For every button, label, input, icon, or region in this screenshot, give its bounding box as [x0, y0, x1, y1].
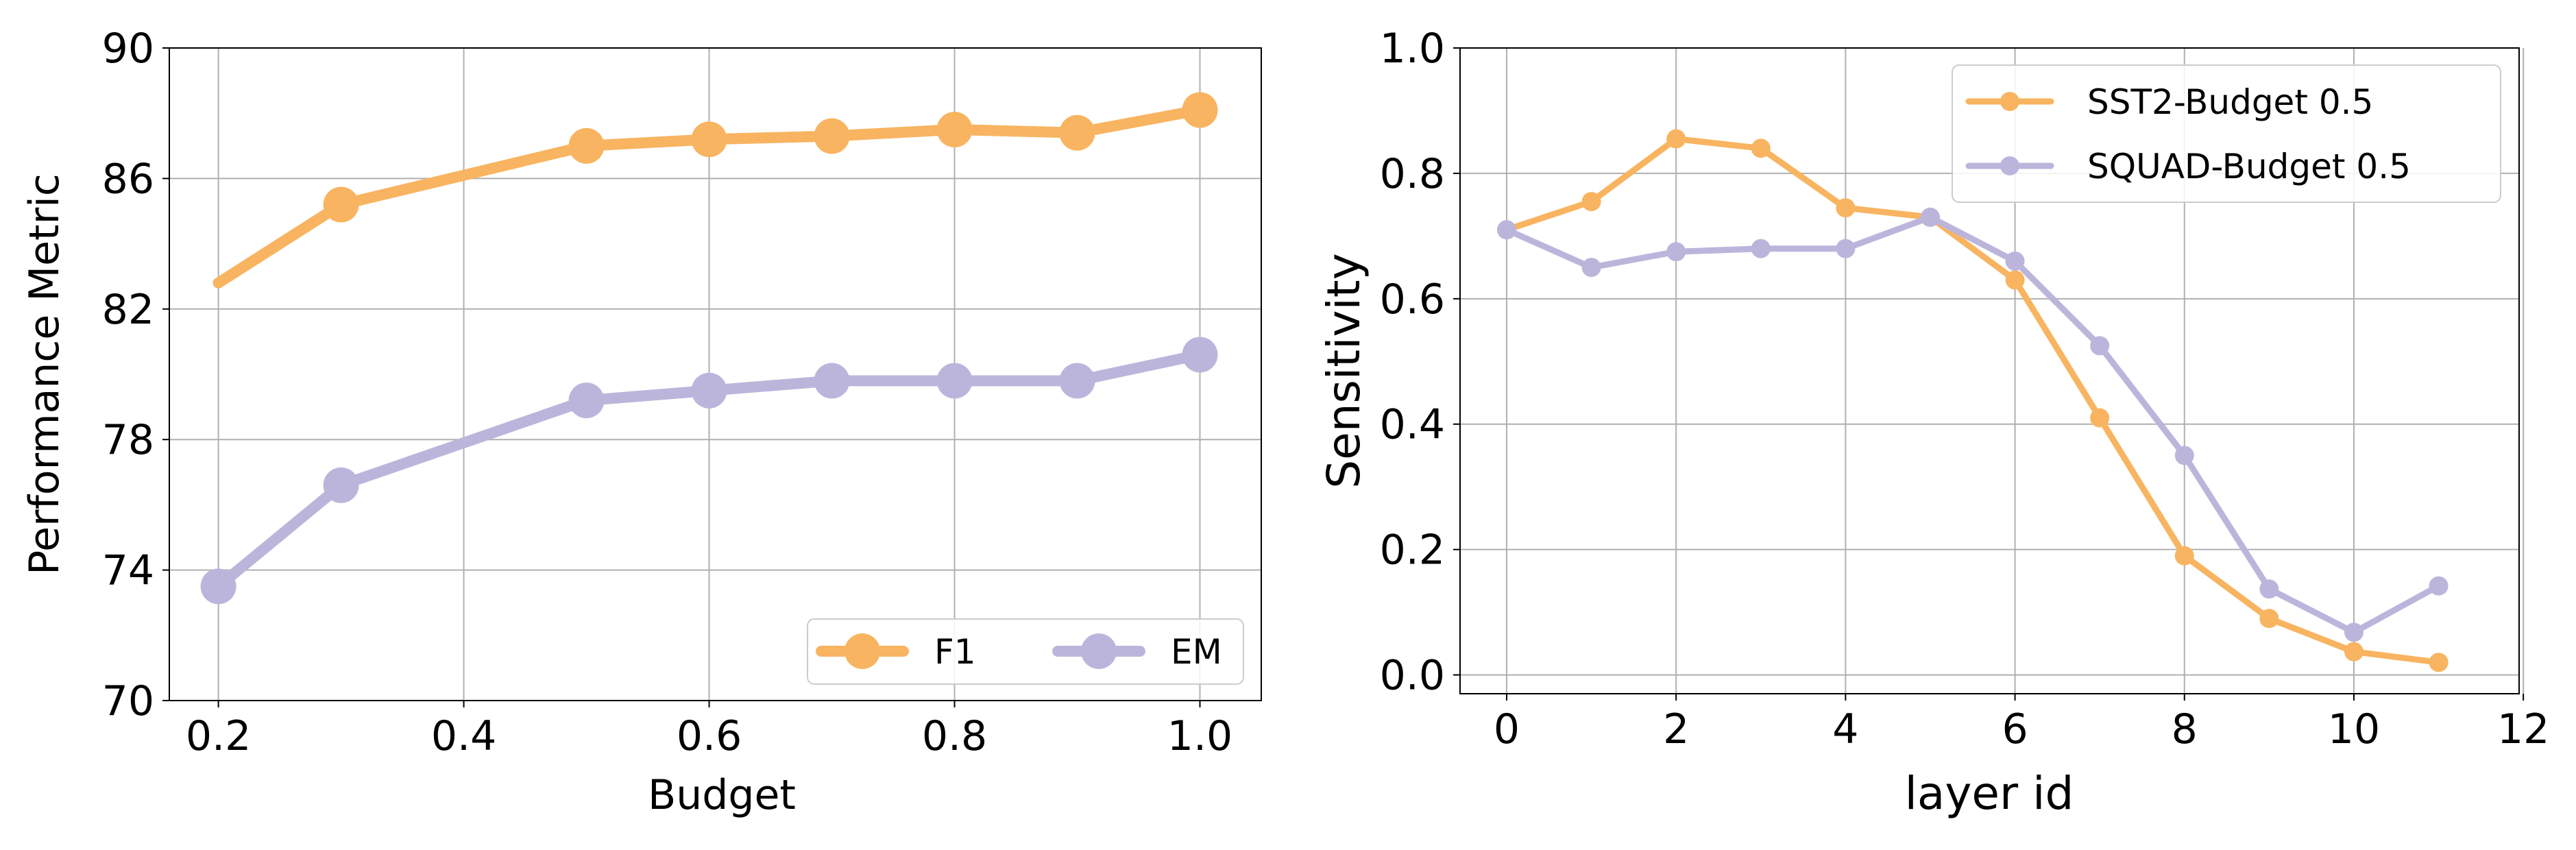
right-y-tick-label: 0.2 — [1380, 526, 1445, 574]
right-point-sst2-budget-0-5 — [1836, 198, 1856, 218]
left-chart: 0.2 0.4 0.6 0.8 1.0 70 74 78 82 86 90 Budget Perf… — [21, 25, 1262, 819]
left-legend-box — [807, 618, 1244, 685]
left-series-line-f1 — [212, 104, 1206, 289]
right-point-squad-budget-0-5 — [2090, 336, 2110, 356]
left-x-tick-label: 1.0 — [1167, 712, 1232, 760]
left-series — [200, 92, 1218, 605]
right-point-squad-budget-0-5 — [2174, 446, 2194, 465]
right-point-squad-budget-0-5 — [2259, 579, 2279, 599]
right-legend: SST2-Budget 0.5 SQUAD-Budget 0.5 — [1952, 64, 2501, 203]
left-point-f1 — [1059, 114, 1095, 151]
right-x-axis-label: layer id — [1905, 767, 2074, 820]
left-legend-f1-label: F1 — [934, 632, 976, 672]
right-point-squad-budget-0-5 — [1751, 239, 1771, 258]
right-legend-squad-swatch-marker — [2000, 156, 2019, 175]
left-x-ticks: 0.2 0.4 0.6 0.8 1.0 — [186, 701, 1232, 760]
right-y-tick-label: 0.4 — [1380, 401, 1445, 449]
left-point-em — [936, 363, 973, 399]
right-legend-squad-label: SQUAD-Budget 0.5 — [2087, 147, 2411, 186]
right-x-tick-label: 2 — [1663, 705, 1689, 753]
right-x-tick-label: 8 — [2172, 705, 2198, 753]
left-point-f1 — [1182, 92, 1218, 128]
left-y-tick-label: 90 — [102, 25, 154, 73]
left-legend-entry-em: EM — [1052, 632, 1222, 672]
right-x-tick-label: 0 — [1494, 705, 1520, 753]
right-point-sst2-budget-0-5 — [2344, 642, 2364, 661]
left-x-tick-label: 0.6 — [677, 712, 742, 760]
left-y-tick-label: 78 — [102, 416, 154, 464]
right-legend-sst2-swatch-marker — [2000, 92, 2019, 111]
right-point-squad-budget-0-5 — [2005, 251, 2025, 271]
left-x-tick-label: 0.8 — [922, 712, 987, 760]
right-point-sst2-budget-0-5 — [2174, 546, 2194, 566]
right-point-sst2-budget-0-5 — [2429, 653, 2449, 672]
right-point-squad-budget-0-5 — [1836, 239, 1856, 258]
left-x-tick-label: 0.4 — [431, 712, 496, 760]
left-y-axis-label: Performance Metric — [21, 173, 69, 575]
left-point-em — [323, 467, 359, 503]
right-legend-entry-squad: SQUAD-Budget 0.5 — [1965, 147, 2411, 186]
right-point-squad-budget-0-5 — [2344, 622, 2364, 642]
right-point-squad-budget-0-5 — [2429, 576, 2449, 596]
left-legend-entry-f1: F1 — [816, 632, 976, 672]
left-y-tick-label: 74 — [102, 547, 154, 595]
right-point-sst2-budget-0-5 — [2090, 408, 2110, 428]
left-point-em — [691, 372, 727, 409]
right-point-squad-budget-0-5 — [1666, 242, 1686, 262]
right-y-ticks: 0.0 0.2 0.4 0.6 0.8 1.0 — [1380, 25, 1460, 700]
left-point-f1 — [568, 127, 605, 164]
right-x-tick-label: 12 — [2497, 705, 2549, 753]
right-point-sst2-budget-0-5 — [1751, 138, 1771, 158]
left-legend: F1 EM — [807, 618, 1244, 685]
left-point-em — [1059, 363, 1095, 399]
left-legend-f1-swatch-marker — [845, 633, 880, 669]
right-x-tick-label: 6 — [2002, 705, 2028, 753]
right-chart: 0 2 4 6 8 10 12 0.0 0.2 0.4 0.6 0.8 1.0 layer id Se… — [1317, 25, 2549, 820]
right-point-squad-budget-0-5 — [1496, 220, 1516, 240]
right-x-tick-label: 10 — [2328, 705, 2380, 753]
right-series-line-sst2-budget-0-5 — [1503, 136, 2442, 666]
right-point-sst2-budget-0-5 — [2259, 609, 2279, 629]
left-point-em — [1182, 337, 1218, 373]
left-legend-em-swatch-marker — [1081, 633, 1117, 669]
left-y-tick-label: 82 — [102, 286, 154, 334]
left-x-axis-label: Budget — [648, 771, 796, 819]
right-point-squad-budget-0-5 — [1920, 207, 1940, 227]
left-point-em — [200, 568, 236, 605]
right-legend-entry-sst2: SST2-Budget 0.5 — [1965, 82, 2373, 122]
right-series — [1496, 129, 2449, 672]
right-y-tick-label: 0.8 — [1380, 150, 1445, 198]
left-point-em — [814, 363, 850, 399]
right-x-ticks: 0 2 4 6 8 10 12 — [1494, 694, 2549, 753]
left-y-tick-label: 70 — [102, 677, 154, 725]
left-point-f1 — [323, 186, 359, 223]
right-legend-sst2-label: SST2-Budget 0.5 — [2087, 82, 2373, 122]
left-point-f1 — [814, 118, 850, 154]
left-axes-frame — [169, 47, 1262, 701]
right-y-axis-label: Sensitivity — [1317, 253, 1370, 489]
left-y-ticks: 70 74 78 82 86 90 — [102, 25, 169, 725]
right-x-tick-label: 4 — [1832, 705, 1858, 753]
left-point-em — [568, 382, 605, 419]
left-point-f1 — [691, 121, 727, 158]
right-axes-frame — [1459, 47, 2520, 694]
right-point-squad-budget-0-5 — [1581, 258, 1601, 278]
right-series-line-squad-budget-0-5 — [1503, 214, 2442, 635]
right-point-sst2-budget-0-5 — [1666, 129, 1686, 149]
right-point-sst2-budget-0-5 — [1581, 192, 1601, 212]
right-point-sst2-budget-0-5 — [2005, 270, 2025, 290]
right-y-tick-label: 1.0 — [1380, 25, 1445, 73]
right-y-tick-label: 0.0 — [1380, 652, 1445, 700]
left-legend-em-label: EM — [1171, 632, 1222, 672]
left-point-f1 — [936, 112, 973, 147]
left-y-tick-label: 86 — [102, 155, 154, 203]
right-legend-box — [1952, 64, 2501, 203]
left-x-tick-label: 0.2 — [186, 712, 251, 760]
left-series-line-em — [212, 349, 1206, 592]
right-y-tick-label: 0.6 — [1380, 276, 1445, 324]
